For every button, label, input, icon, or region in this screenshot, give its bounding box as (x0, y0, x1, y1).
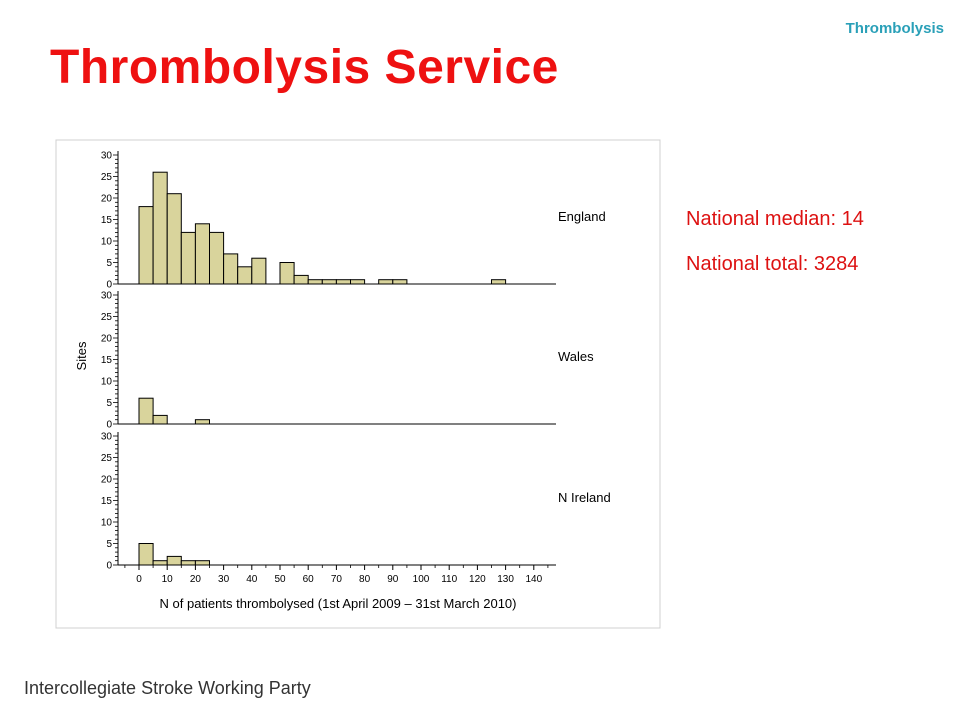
histogram-bar (251, 257, 267, 285)
histogram-bar (491, 279, 507, 285)
histogram-bar (138, 397, 154, 425)
y-tick-label: 20 (101, 194, 113, 205)
histogram-bar (180, 560, 196, 566)
y-tick-label: 0 (106, 561, 112, 572)
x-tick-label: 120 (469, 574, 486, 585)
y-tick-label: 25 (101, 312, 113, 323)
chart-content: 0 5 10 15 20 25 30 England 0 5 10 15 20 25 30 Wales 0 5 10… (101, 151, 611, 586)
y-tick-label: 15 (101, 355, 113, 366)
histogram-bar (138, 206, 154, 285)
y-tick-label: 15 (101, 496, 113, 507)
page-title: Thrombolysis Service (50, 41, 559, 94)
x-tick-label: 40 (246, 574, 258, 585)
x-axis-title: N of patients thrombolysed (1st April 20… (160, 596, 517, 611)
y-tick-label: 30 (101, 151, 113, 162)
histogram-bar (293, 274, 309, 285)
histogram-bar (194, 419, 210, 425)
y-tick-label: 10 (101, 237, 113, 248)
x-tick-label: 140 (525, 574, 542, 585)
section-label: Thrombolysis (845, 20, 944, 37)
y-tick-label: 0 (106, 280, 112, 291)
national-total: National total: 3284 (686, 253, 859, 275)
histogram-bar (237, 266, 253, 285)
histogram-bar (166, 555, 182, 566)
histogram-bar (194, 223, 210, 285)
histogram-bar (378, 279, 394, 285)
histogram-bar (223, 253, 239, 285)
histogram-bar (180, 231, 196, 285)
y-tick-label: 30 (101, 432, 113, 443)
x-tick-label: 110 (441, 574, 457, 585)
y-tick-label: 5 (106, 398, 112, 409)
y-tick-label: 10 (101, 377, 113, 388)
panel-label: England (558, 209, 606, 224)
histogram-bar (279, 262, 295, 285)
y-tick-label: 5 (106, 539, 112, 550)
histogram-bar (166, 193, 182, 285)
histogram-bar (350, 279, 366, 285)
footer-text: Intercollegiate Stroke Working Party (24, 678, 311, 698)
x-tick-label: 90 (387, 574, 399, 585)
x-tick-label: 20 (190, 574, 202, 585)
x-tick-label: 30 (218, 574, 230, 585)
y-tick-label: 5 (106, 258, 112, 269)
histogram-bar (152, 560, 168, 566)
y-tick-label: 30 (101, 291, 113, 302)
y-tick-label: 0 (106, 420, 112, 431)
histogram-bar (194, 560, 210, 566)
x-tick-label: 130 (497, 574, 514, 585)
panel-label: Wales (558, 349, 594, 364)
histogram-bar (209, 231, 225, 285)
national-median: National median: 14 (686, 208, 864, 230)
histogram-bar (321, 279, 337, 285)
x-tick-label: 80 (359, 574, 371, 585)
y-tick-label: 20 (101, 475, 113, 486)
y-tick-label: 10 (101, 518, 113, 529)
histogram-bar (392, 279, 408, 285)
y-tick-label: 25 (101, 172, 113, 183)
y-tick-label: 25 (101, 453, 113, 464)
histogram-bar (152, 171, 168, 285)
y-tick-label: 20 (101, 334, 113, 345)
histogram-bar (307, 279, 323, 285)
panel-label: N Ireland (558, 490, 611, 505)
x-tick-label: 60 (303, 574, 315, 585)
x-tick-label: 70 (331, 574, 343, 585)
x-tick-label: 100 (413, 574, 430, 585)
x-tick-label: 0 (136, 574, 142, 585)
histogram-bar (152, 414, 168, 425)
histogram-bar (335, 279, 351, 285)
national-stats: National median: 14 National total: 3284 (686, 208, 864, 298)
y-tick-label: 15 (101, 215, 113, 226)
y-axis-title: Sites (74, 341, 89, 370)
x-tick-label: 10 (162, 574, 174, 585)
histogram-bar (138, 543, 154, 566)
x-tick-label: 50 (274, 574, 286, 585)
